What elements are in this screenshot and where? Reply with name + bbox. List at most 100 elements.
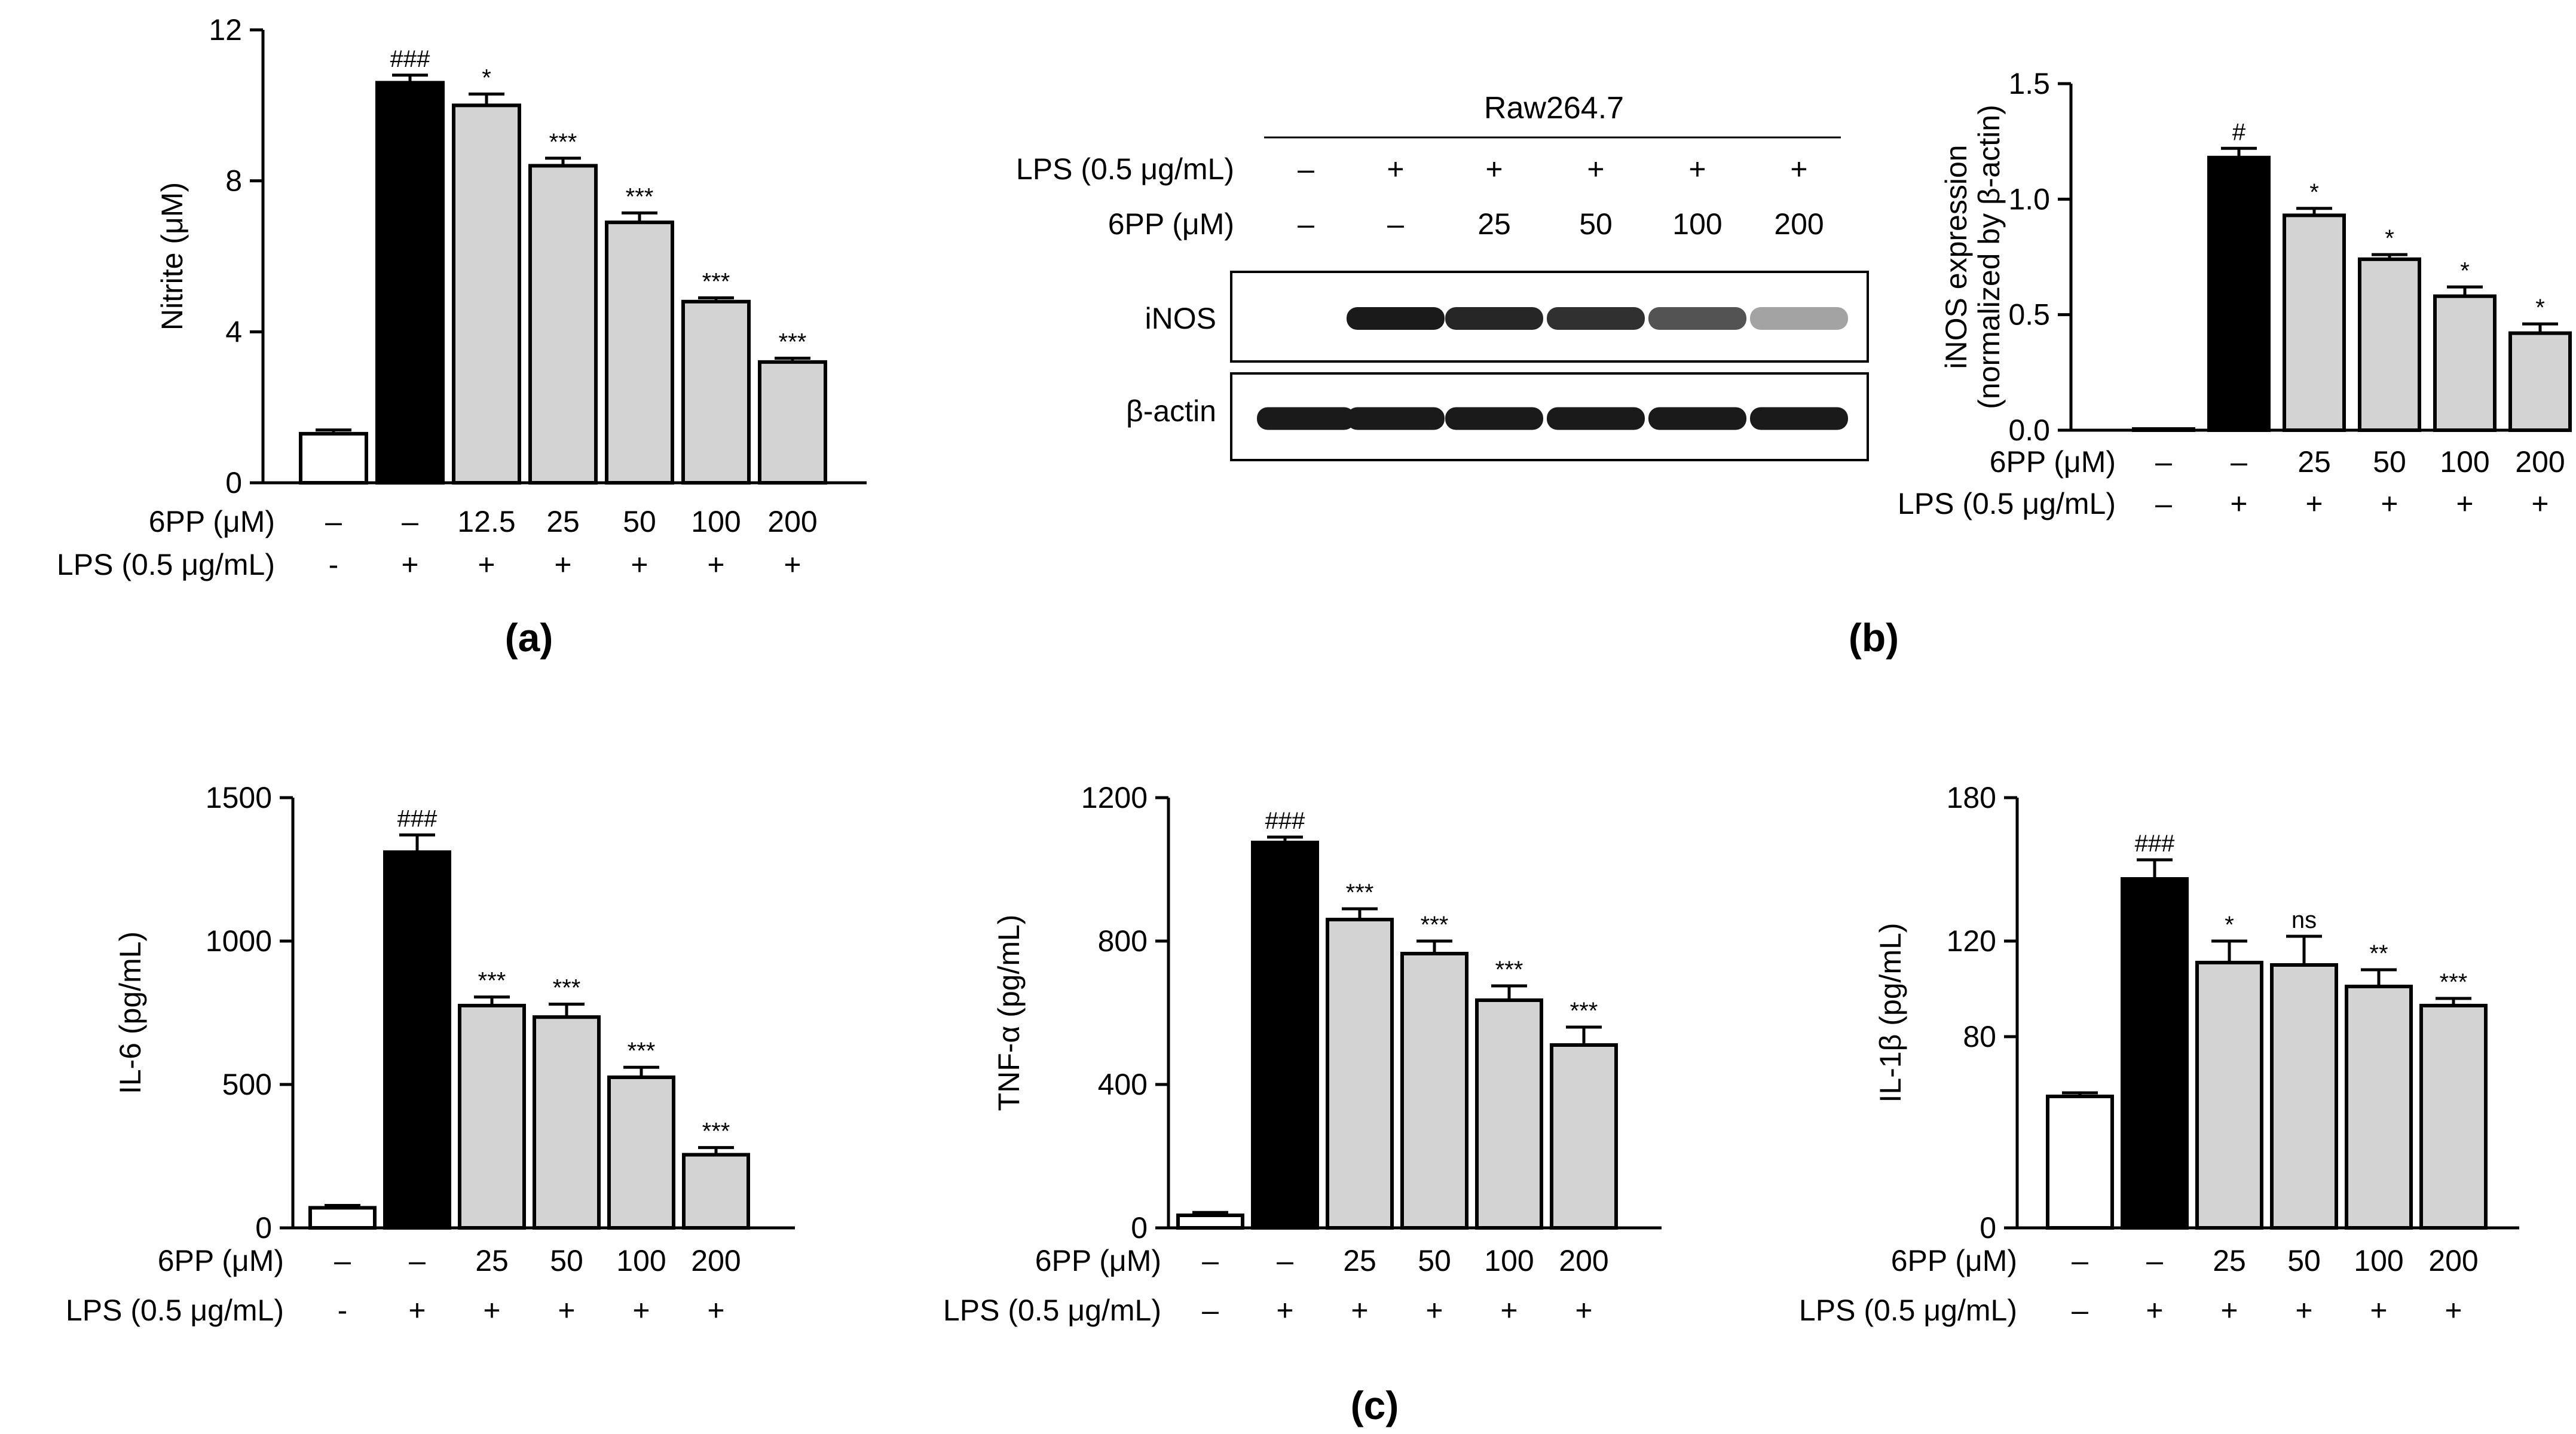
condition-cell: – (402, 505, 418, 538)
condition-cell: + (707, 548, 724, 581)
y-tick-label: 12 (209, 13, 242, 47)
y-tick-label: 0.0 (2008, 413, 2050, 447)
panel-label-a: (a) (505, 615, 553, 660)
y-tick-label: 4 (225, 315, 242, 348)
bar (2195, 961, 2263, 1230)
y-tick-label: 1.0 (2008, 182, 2050, 216)
condition-cell: + (1276, 1294, 1293, 1327)
bar (308, 1206, 377, 1230)
y-axis-title: Nitrite (μM) (155, 182, 189, 330)
condition-row-label: 6PP (μM) (1891, 1244, 2017, 1277)
condition-row-label: LPS (0.5 μg/mL) (66, 1294, 284, 1327)
condition-cell: + (2370, 1294, 2387, 1327)
blot-band (1648, 307, 1746, 330)
condition-cell: - (338, 1294, 348, 1327)
condition-cell: 50 (550, 1244, 583, 1277)
bar (2283, 213, 2346, 432)
y-tick-label: 500 (222, 1068, 272, 1101)
significance-label: *** (478, 968, 506, 994)
y-tick-label: 0 (1131, 1211, 1148, 1245)
condition-cell: – (2146, 1244, 2163, 1277)
y-axis-title: IL-1β (pg/mL) (1874, 923, 1907, 1102)
significance-label: ### (1265, 808, 1305, 834)
significance-label: ### (397, 805, 438, 832)
y-axis-title-line2: (normalized by β-actin) (1972, 105, 2006, 409)
bar (2046, 1095, 2114, 1230)
condition-cell: – (1277, 1244, 1293, 1277)
blot-band (1547, 407, 1645, 430)
y-tick-label: 1.5 (2008, 67, 2050, 100)
y-tick-label: 120 (1947, 924, 1996, 958)
condition-cell: + (2531, 487, 2549, 520)
significance-label: ** (2369, 940, 2388, 967)
significance-label: *** (779, 329, 807, 356)
blot-band (1750, 407, 1848, 430)
y-axis-title: TNF-α (pg/mL) (992, 915, 1026, 1111)
significance-label: *** (553, 975, 581, 1001)
bar (458, 1004, 526, 1230)
y-tick-label: 0 (1980, 1211, 1996, 1245)
condition-cell: 200 (691, 1244, 741, 1277)
condition-cell: – (2072, 1244, 2088, 1277)
condition-cell: – (409, 1244, 426, 1277)
condition-row-label: 6PP (μM) (1990, 445, 2116, 479)
bar (528, 164, 598, 485)
condition-cell: + (2381, 487, 2398, 520)
condition-cell: + (2220, 1294, 2238, 1327)
y-axis-title-line1: iNOS expression (1939, 145, 1973, 369)
condition-row-label: 6PP (μM) (158, 1244, 284, 1277)
blot-condition-cell: + (1587, 152, 1604, 186)
bar (299, 431, 368, 485)
condition-cell: – (325, 505, 342, 538)
condition-row-label: LPS (0.5 μg/mL) (1898, 487, 2116, 520)
condition-cell: + (632, 1294, 650, 1327)
condition-cell: 200 (767, 505, 817, 538)
panel-label-b: (b) (1849, 615, 1899, 660)
y-tick-label: 0 (225, 466, 242, 500)
blot-band (1257, 407, 1355, 430)
bar (2132, 427, 2195, 432)
bar (533, 1015, 601, 1230)
significance-label: ### (2135, 831, 2175, 857)
condition-row-label: LPS (0.5 μg/mL) (57, 548, 275, 581)
significance-label: # (2232, 119, 2246, 145)
condition-cell: + (2230, 487, 2247, 520)
condition-cell: + (707, 1294, 724, 1327)
condition-cell: 100 (691, 505, 741, 538)
condition-cell: + (554, 548, 571, 581)
bar (1550, 1043, 1618, 1230)
bar (1400, 952, 1468, 1230)
condition-cell: + (631, 548, 648, 581)
condition-cell: - (329, 548, 339, 581)
significance-label: * (2460, 258, 2470, 284)
condition-cell: + (483, 1294, 500, 1327)
panel-label-c: (c) (1351, 1383, 1399, 1427)
blot-condition-label: LPS (0.5 μg/mL) (1016, 152, 1234, 186)
significance-label: *** (702, 268, 730, 295)
condition-cell: 100 (616, 1244, 666, 1277)
blot-condition-cell: – (1298, 152, 1314, 186)
y-tick-label: 1200 (1081, 781, 1148, 814)
bar (605, 220, 674, 485)
condition-cell: – (2072, 1294, 2088, 1327)
y-tick-label: 1500 (206, 781, 272, 814)
bar (1326, 918, 1394, 1230)
significance-label: * (2225, 912, 2234, 938)
bar (383, 850, 451, 1230)
condition-cell: – (2155, 487, 2172, 520)
condition-cell: + (2456, 487, 2473, 520)
condition-cell: + (1500, 1294, 1518, 1327)
bar (2121, 877, 2189, 1230)
blot-condition-cell: – (1298, 207, 1314, 241)
inos-expression-bar-chart: 0.0 0.5 1.0 1.5 iNOS expression (normalized b… (1898, 67, 2572, 520)
bar (2508, 331, 2572, 432)
condition-cell: 200 (2428, 1244, 2478, 1277)
blot-condition-cell: + (1387, 152, 1404, 186)
significance-label: *** (628, 1038, 656, 1064)
y-tick-label: 80 (1963, 1020, 1996, 1053)
bar (375, 81, 445, 485)
significance-label: * (2535, 295, 2545, 321)
western-blot: Raw264.7 LPS (0.5 μg/mL) – + + + + +6PP (μM) – – 2… (1016, 91, 1869, 461)
condition-cell: 25 (2213, 1244, 2246, 1277)
